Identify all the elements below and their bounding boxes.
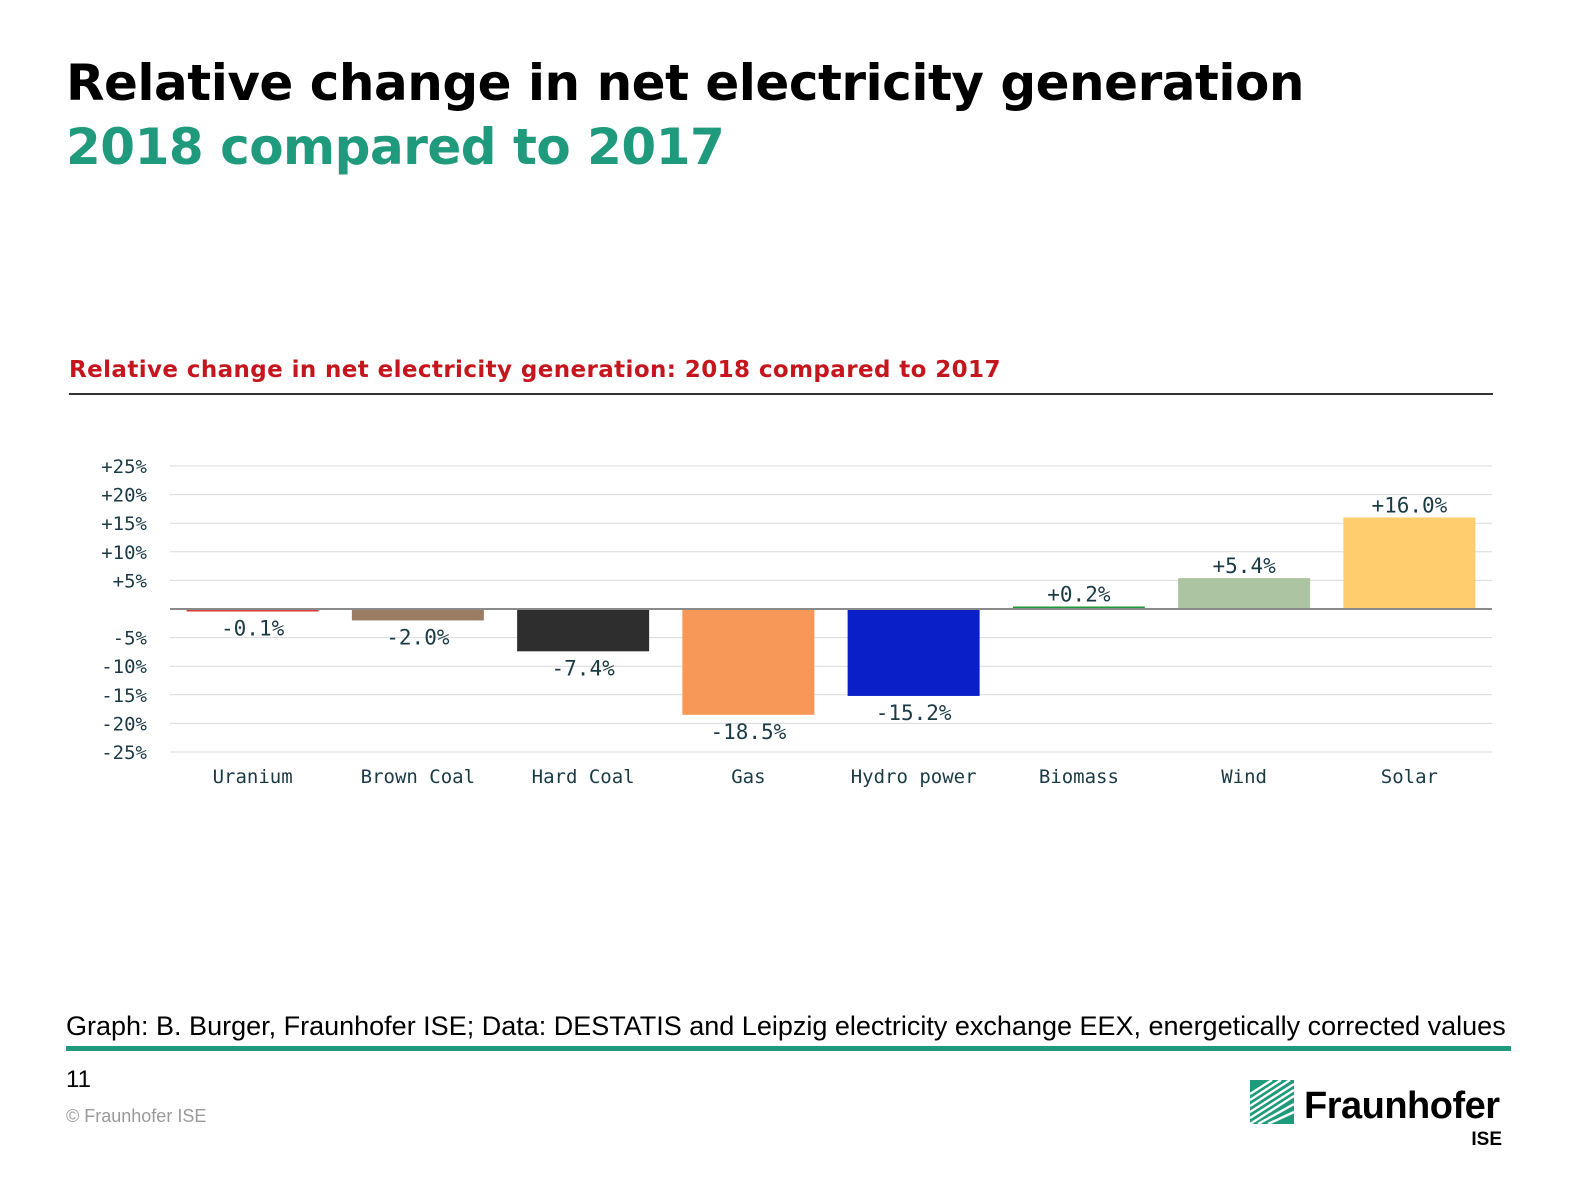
y-tick-label: -5% <box>113 628 148 650</box>
source-divider <box>66 1046 1511 1051</box>
slide-title: Relative change in net electricity gener… <box>66 54 1304 112</box>
fraunhofer-logo: Fraunhofer ISE <box>1250 1080 1510 1155</box>
data-label: -2.0% <box>386 625 450 649</box>
x-tick-label: Hard Coal <box>532 766 635 788</box>
x-tick-label: Solar <box>1381 766 1438 788</box>
chart-gridlines <box>170 465 1492 753</box>
copyright-notice: © Fraunhofer ISE <box>66 1106 207 1126</box>
data-labels: -0.1% -2.0% -7.4% -18.5% -15.2% +0.2% +5.4% +16… <box>221 493 1448 743</box>
bar-wind <box>1178 578 1311 609</box>
slide-subtitle: 2018 compared to 2017 <box>66 118 725 176</box>
chart-title: Relative change in net electricity gener… <box>69 357 1001 383</box>
bar-biomass <box>1012 606 1145 609</box>
x-tick-label: Hydro power <box>851 766 977 788</box>
bar-uranium <box>186 609 319 612</box>
y-tick-label: -10% <box>101 656 147 678</box>
chart-title-divider <box>69 393 1493 395</box>
data-label: -0.1% <box>221 617 285 641</box>
x-tick-label: Wind <box>1221 766 1267 788</box>
data-label: -7.4% <box>552 656 616 680</box>
source-caption: Graph: B. Burger, Fraunhofer ISE; Data: … <box>66 1011 1506 1041</box>
fraunhofer-logo-icon <box>1250 1080 1294 1124</box>
data-label: +0.2% <box>1047 583 1111 607</box>
page-number: 11 <box>66 1066 91 1093</box>
data-label: +5.4% <box>1213 554 1277 578</box>
y-tick-label: +5% <box>113 570 148 592</box>
logo-subtitle: ISE <box>1471 1129 1502 1150</box>
x-tick-label: Gas <box>731 766 765 788</box>
y-tick-label: +20% <box>101 485 147 507</box>
bar-hard-coal <box>517 609 650 652</box>
bar-hydro-power <box>847 609 980 696</box>
y-tick-label: -20% <box>101 713 147 735</box>
y-tick-label: -15% <box>101 685 147 707</box>
y-tick-label: -25% <box>101 742 147 764</box>
bar-brown-coal <box>351 609 484 621</box>
x-axis-ticks: Uranium Brown Coal Hard Coal Gas Hydro power… <box>213 766 1438 788</box>
y-axis-ticks: +25% +20% +15% +10% +5% -5% -10% -15% -20% -25% <box>101 456 147 764</box>
bar-chart: +25% +20% +15% +10% +5% -5% -10% -15% -20% -25% -… <box>101 456 1492 788</box>
logo-wordmark: Fraunhofer <box>1304 1085 1500 1127</box>
x-tick-label: Uranium <box>213 766 293 788</box>
x-tick-label: Biomass <box>1039 766 1119 788</box>
y-tick-label: +25% <box>101 456 147 478</box>
y-tick-label: +10% <box>101 542 147 564</box>
bar-gas <box>682 609 815 715</box>
chart-bars <box>186 517 1476 715</box>
x-tick-label: Brown Coal <box>361 766 475 788</box>
y-tick-label: +15% <box>101 513 147 535</box>
data-label: -18.5% <box>710 720 786 744</box>
bar-solar <box>1343 517 1476 609</box>
data-label: +16.0% <box>1371 493 1447 517</box>
data-label: -15.2% <box>876 701 952 725</box>
